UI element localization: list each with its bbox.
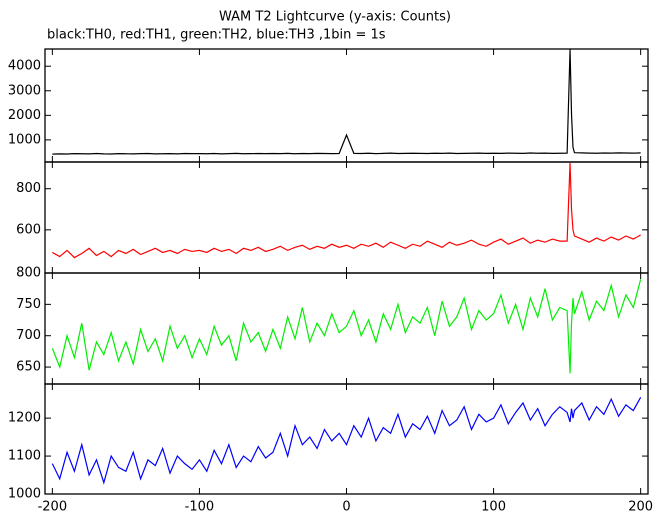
panel-frame bbox=[44, 383, 649, 495]
chart-subtitle: black:TH0, red:TH1, green:TH2, blue:TH3 … bbox=[47, 28, 386, 43]
x-tick-label: 100 bbox=[481, 500, 506, 515]
y-tick-label: 800 bbox=[16, 266, 41, 281]
y-tick-label: 1100 bbox=[8, 449, 41, 464]
panel-frame bbox=[44, 48, 649, 163]
y-tick-label: 3000 bbox=[8, 83, 41, 98]
y-tick-label: 2000 bbox=[8, 108, 41, 123]
y-tick-label: 1200 bbox=[8, 411, 41, 426]
y-tick-label: 1000 bbox=[8, 132, 41, 147]
chart-title: WAM T2 Lightcurve (y-axis: Counts) bbox=[219, 10, 451, 25]
x-tick-label: 0 bbox=[342, 500, 350, 515]
y-tick-label: 750 bbox=[16, 297, 41, 312]
y-tick-label: 650 bbox=[16, 360, 41, 375]
y-tick-label: 4000 bbox=[8, 59, 41, 74]
y-tick-label: 800 bbox=[16, 181, 41, 196]
series-line bbox=[52, 49, 641, 155]
x-tick-label: 200 bbox=[628, 500, 653, 515]
y-tick-label: 1000 bbox=[8, 487, 41, 502]
panel-frame bbox=[44, 272, 649, 385]
panel-frame bbox=[44, 161, 649, 274]
series-line bbox=[51, 396, 642, 485]
y-tick-label: 700 bbox=[16, 328, 41, 343]
series-line bbox=[52, 163, 641, 259]
series-line bbox=[51, 279, 642, 374]
x-tick-label: -200 bbox=[38, 500, 68, 515]
y-tick-label: 600 bbox=[16, 222, 41, 237]
x-tick-label: -100 bbox=[185, 500, 215, 515]
